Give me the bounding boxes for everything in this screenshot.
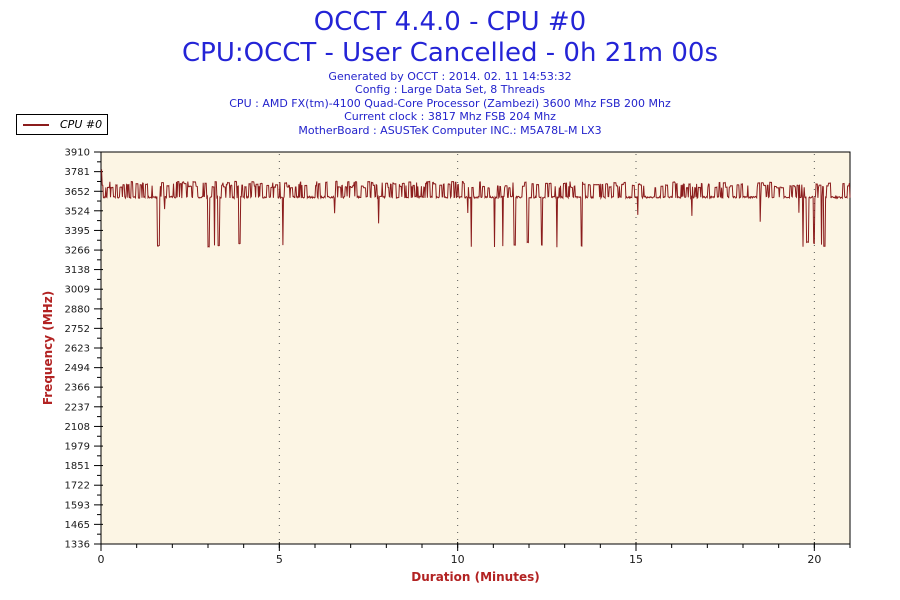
- plot-area: [100, 151, 851, 545]
- report-title: OCCT 4.4.0 - CPU #0: [313, 7, 587, 37]
- info-cpu: CPU : AMD FX(tm)-4100 Quad-Core Processo…: [229, 96, 671, 110]
- y-tick-label: 1851: [65, 461, 90, 472]
- y-tick-label: 3781: [65, 167, 90, 178]
- y-tick-label: 2237: [65, 402, 90, 413]
- info-current-clock: Current clock : 3817 Mhz FSB 204 Mhz: [344, 110, 556, 124]
- y-tick-label: 1722: [65, 481, 90, 492]
- y-tick-label: 3009: [65, 285, 90, 296]
- legend-line-swatch: [23, 123, 49, 126]
- x-tick-label: 5: [276, 553, 283, 566]
- y-axis-label: Frequency (MHz): [41, 291, 55, 405]
- x-axis-label: Duration (Minutes): [411, 570, 539, 584]
- y-tick-label: 2494: [65, 363, 90, 374]
- y-tick-label: 1336: [65, 540, 90, 551]
- x-tick-label: 20: [807, 553, 821, 566]
- report-subtitle: CPU:OCCT - User Cancelled - 0h 21m 00s: [181, 38, 719, 68]
- cpu0-frequency-line: [100, 168, 851, 248]
- y-tick-label: 2880: [65, 304, 90, 315]
- y-tick-label: 2108: [65, 422, 90, 433]
- info-motherboard: MotherBoard : ASUSTeK Computer INC.: M5A…: [298, 123, 602, 137]
- y-tick-label: 2752: [65, 324, 90, 335]
- y-tick-label: 3652: [65, 187, 90, 198]
- y-tick-label: 3524: [65, 206, 90, 217]
- x-tick-label: 10: [451, 553, 465, 566]
- y-tick-label: 3266: [65, 246, 90, 257]
- legend-series-label: CPU #0: [60, 118, 103, 131]
- y-tick-label: 2366: [65, 383, 90, 394]
- y-tick-label: 2623: [65, 344, 90, 355]
- info-generated-by: Generated by OCCT : 2014. 02. 11 14:53:3…: [328, 70, 572, 83]
- y-tick-label: 3910: [65, 148, 90, 159]
- y-tick-label: 3395: [65, 226, 90, 237]
- y-tick-label: 1465: [65, 520, 90, 531]
- y-tick-label: 1593: [65, 500, 90, 511]
- x-tick-label: 0: [98, 553, 105, 566]
- report-info-block: Generated by OCCT : 2014. 02. 11 14:53:3…: [0, 70, 900, 137]
- x-tick-label: 15: [629, 553, 643, 566]
- info-config: Config : Large Data Set, 8 Threads: [355, 83, 545, 97]
- y-tick-label: 1979: [65, 442, 90, 453]
- y-tick-label: 3138: [65, 265, 90, 276]
- legend-box: CPU #0: [16, 114, 108, 135]
